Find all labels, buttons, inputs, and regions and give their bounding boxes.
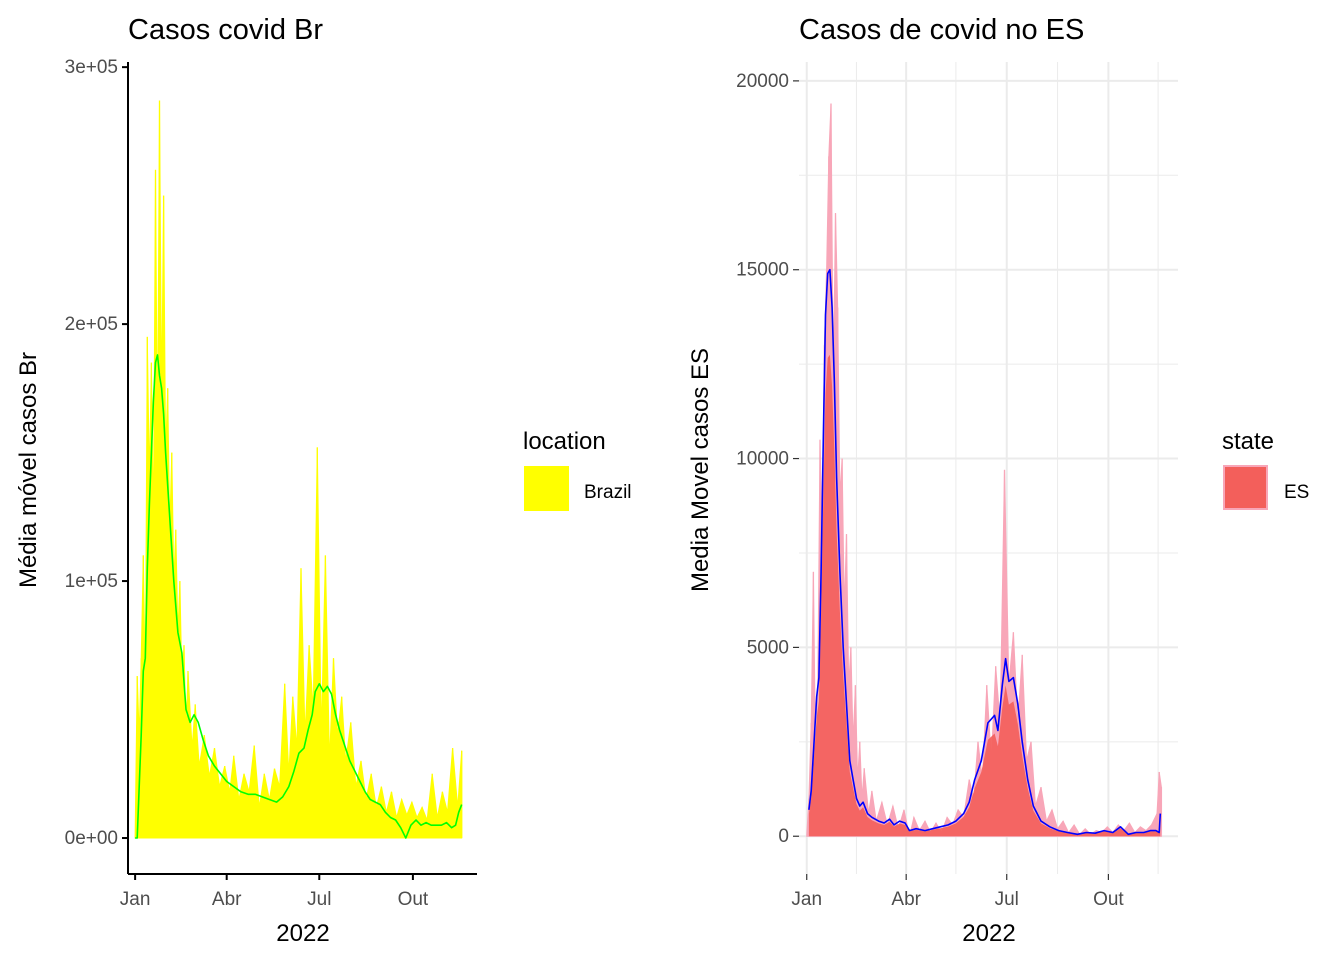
y-tick-label: 20000 [736, 71, 789, 92]
x-tick-label: Jul [995, 889, 1019, 910]
legend-key-es [1223, 465, 1268, 510]
x-tick-label: Abr [891, 889, 921, 910]
legend-brazil: location Brazil [523, 428, 632, 511]
legend-es: state ES [1222, 428, 1309, 510]
x-axis-title-es: 2022 [962, 920, 1015, 947]
y-tick-label: 1e+05 [65, 571, 118, 592]
legend-label-brazil: Brazil [584, 482, 632, 503]
y-tick-label: 0e+00 [65, 828, 118, 849]
y-tick-label: 5000 [747, 637, 789, 658]
chart-panel-es: 0 5000 10000 15000 20000 Jan Abr Jul Out Casos d… [687, 14, 1309, 947]
daily-cases-area-brazil [134, 100, 463, 839]
cases-area-fill [808, 354, 1161, 837]
x-tick-label: Out [1093, 889, 1124, 910]
legend-title-brazil: location [523, 428, 606, 455]
moving-average-line-brazil [135, 354, 463, 839]
y-tick-label: 2e+05 [65, 314, 118, 335]
y-tick-label: 15000 [736, 260, 789, 281]
daily-cases-area-es [808, 354, 1161, 837]
legend-key-brazil [524, 466, 569, 511]
y-tick-label: 10000 [736, 449, 789, 470]
chart-panel-brazil: 0e+00 1e+05 2e+05 3e+05 Jan Abr Jul Out Casos c… [15, 14, 632, 947]
x-tick-label: Jan [791, 889, 822, 910]
moving-average-line-es [808, 268, 1162, 836]
x-tick-label: Jul [307, 889, 331, 910]
moving-average-line [808, 268, 1162, 836]
legend-title-es: state [1222, 428, 1274, 455]
x-tick-label: Abr [212, 889, 242, 910]
legend-label-es: ES [1284, 482, 1309, 503]
y-tick-label: 0 [778, 826, 789, 847]
moving-average-line [135, 354, 463, 839]
y-axis-title-brazil: Média móvel casos Br [15, 352, 42, 588]
chart-title-es: Casos de covid no ES [799, 14, 1084, 46]
x-axis-title-brazil: 2022 [276, 920, 329, 947]
x-tick-label: Jan [120, 889, 151, 910]
chart-title-brazil: Casos covid Br [128, 14, 323, 46]
axes-brazil: 0e+00 1e+05 2e+05 3e+05 Jan Abr Jul Out [65, 57, 477, 910]
y-axis-title-es: Media Movel casos ES [687, 348, 714, 592]
x-tick-label: Out [398, 889, 429, 910]
y-tick-label: 3e+05 [65, 57, 118, 78]
axes-es: 0 5000 10000 15000 20000 Jan Abr Jul Out [736, 71, 1124, 910]
gridlines-es [799, 62, 1178, 874]
